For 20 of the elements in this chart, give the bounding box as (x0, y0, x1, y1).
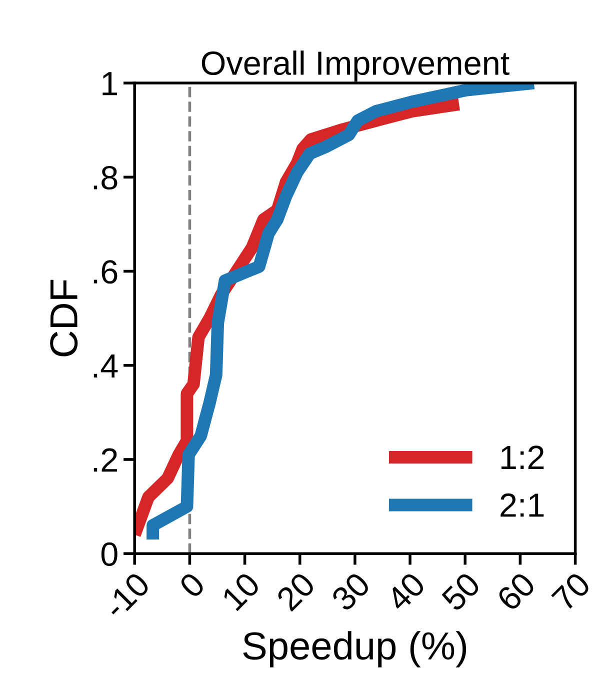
chart-title: Overall Improvement (202, 50, 510, 82)
x-tick-label: 10 (221, 571, 262, 612)
x-tick-label: 50 (440, 571, 482, 612)
legend-label: 1:2 (501, 446, 544, 469)
y-tick-label: 0 (101, 542, 118, 566)
y-tick-label: .8 (94, 166, 118, 190)
x-tick-label: 20 (275, 571, 316, 612)
x-tick-label: 60 (496, 571, 537, 612)
x-tick-label: -10 (102, 571, 152, 620)
x-tick-label: 40 (384, 571, 426, 613)
y-tick-label: 1 (102, 72, 118, 96)
y-tick-label: .4 (94, 354, 118, 378)
x-tick-label: 30 (330, 571, 372, 612)
y-axis-title: CDF (50, 280, 78, 356)
x-tick-label: 70 (550, 571, 592, 612)
y-tick-label: .2 (94, 448, 117, 472)
x-axis-title: Speedup (%) (243, 631, 466, 668)
legend-label: 2:1 (500, 493, 544, 517)
x-tick-label: 0 (178, 571, 206, 600)
y-tick-label: .6 (94, 260, 118, 284)
